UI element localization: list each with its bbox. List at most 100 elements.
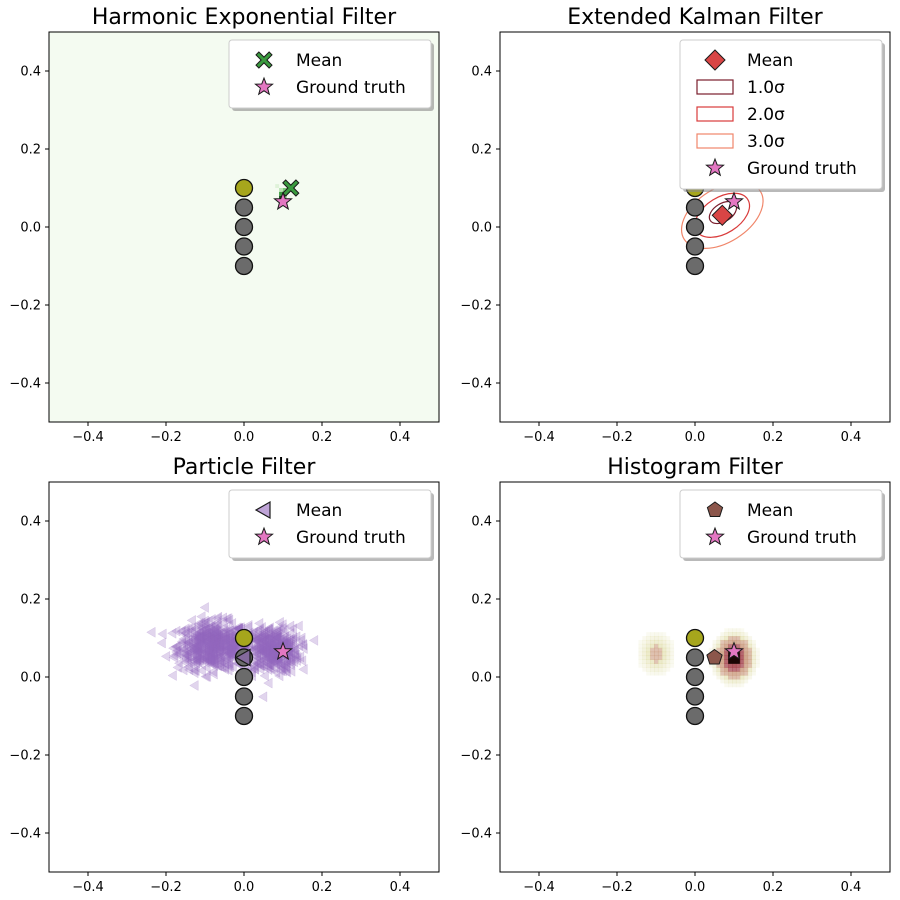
density-cell bbox=[724, 632, 729, 637]
particle bbox=[224, 633, 234, 645]
particle bbox=[223, 643, 234, 654]
particle bbox=[197, 636, 207, 648]
particle bbox=[187, 648, 197, 660]
particle bbox=[260, 630, 270, 642]
x-tick-label: −0.2 bbox=[150, 430, 182, 445]
density-cell bbox=[654, 647, 659, 653]
particle bbox=[194, 643, 204, 655]
density-cell bbox=[720, 647, 725, 653]
particle bbox=[279, 624, 289, 636]
density-cell bbox=[712, 663, 717, 668]
particle bbox=[196, 625, 206, 637]
density-cell bbox=[732, 675, 737, 680]
particle bbox=[196, 633, 207, 644]
particle bbox=[264, 652, 274, 664]
y-tick-label: 0.2 bbox=[471, 593, 492, 608]
density-cell bbox=[751, 671, 756, 676]
particle bbox=[280, 637, 290, 649]
particle bbox=[210, 639, 220, 651]
particle bbox=[188, 641, 199, 653]
density-cell bbox=[657, 636, 663, 641]
density-cell bbox=[724, 675, 729, 680]
particle bbox=[178, 643, 189, 655]
density-cell bbox=[743, 636, 749, 641]
density-cell bbox=[751, 639, 756, 645]
particle bbox=[268, 625, 278, 637]
particle bbox=[191, 641, 202, 653]
density-cell bbox=[747, 659, 753, 664]
particle bbox=[191, 653, 202, 665]
particle bbox=[298, 639, 308, 651]
particle bbox=[286, 665, 296, 677]
particle bbox=[186, 646, 196, 658]
particle bbox=[223, 627, 234, 639]
x-tick-label: 0.4 bbox=[841, 430, 862, 445]
particle bbox=[200, 646, 210, 658]
density-cell bbox=[743, 647, 749, 653]
particle bbox=[216, 650, 226, 662]
legend-patch bbox=[696, 133, 734, 149]
particle bbox=[273, 657, 283, 669]
particle bbox=[189, 649, 199, 661]
density-cell bbox=[732, 682, 737, 688]
legend-label: 1.0σ bbox=[747, 78, 785, 98]
density-cell bbox=[661, 667, 667, 672]
particle bbox=[203, 640, 213, 652]
particle bbox=[214, 642, 224, 654]
density-cell bbox=[716, 636, 721, 641]
density-cell bbox=[735, 659, 741, 664]
particle bbox=[209, 641, 220, 653]
particle bbox=[257, 642, 267, 654]
x-tick-label: −0.2 bbox=[601, 430, 633, 445]
particle bbox=[270, 630, 280, 642]
particle bbox=[217, 627, 227, 639]
particle bbox=[198, 624, 208, 636]
particle bbox=[217, 637, 228, 649]
density-cell bbox=[735, 639, 741, 645]
particle bbox=[257, 644, 267, 655]
particle bbox=[203, 637, 214, 649]
density-cell bbox=[743, 659, 749, 664]
particle bbox=[196, 638, 206, 650]
particle bbox=[213, 651, 223, 663]
y-tick-label: −0.4 bbox=[9, 377, 41, 392]
density-cell bbox=[751, 667, 756, 672]
particle bbox=[287, 623, 297, 635]
y-tick-label: 0.4 bbox=[20, 65, 41, 80]
particle bbox=[276, 662, 287, 674]
particle bbox=[253, 638, 264, 650]
particle bbox=[254, 623, 265, 635]
particle bbox=[190, 631, 201, 642]
particle bbox=[270, 658, 280, 670]
particle bbox=[204, 641, 214, 653]
particle bbox=[167, 627, 177, 639]
density-cell bbox=[665, 663, 671, 668]
particle bbox=[257, 645, 267, 657]
particle bbox=[205, 652, 215, 664]
particle bbox=[186, 656, 196, 668]
density-cell bbox=[743, 639, 749, 645]
particle bbox=[208, 668, 218, 680]
particle bbox=[256, 634, 267, 646]
density-cell bbox=[732, 632, 737, 637]
particle bbox=[267, 640, 277, 651]
density-cell bbox=[755, 647, 760, 653]
particle bbox=[209, 656, 219, 668]
particle bbox=[270, 634, 280, 646]
particle bbox=[204, 642, 214, 654]
landmark-marker bbox=[234, 217, 254, 237]
density-cell bbox=[716, 671, 721, 676]
particle bbox=[206, 654, 216, 666]
legend-label: Mean bbox=[296, 51, 342, 71]
particle bbox=[183, 637, 193, 649]
particle bbox=[207, 635, 217, 646]
particle bbox=[223, 613, 233, 624]
particle bbox=[291, 631, 301, 643]
density-cell bbox=[743, 675, 749, 680]
particle bbox=[275, 661, 286, 672]
particle bbox=[269, 639, 280, 651]
particle bbox=[208, 634, 218, 646]
particle bbox=[216, 661, 226, 673]
density-cell bbox=[646, 667, 651, 672]
particle bbox=[223, 614, 234, 626]
